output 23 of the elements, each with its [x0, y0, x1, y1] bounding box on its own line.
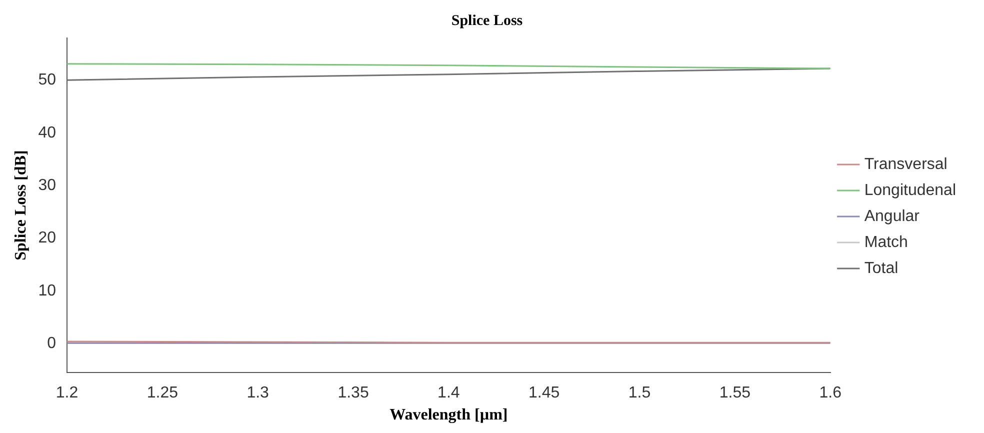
y-tick-label: 30: [38, 176, 56, 194]
chart-title: Splice Loss: [451, 12, 523, 29]
x-tick-label: 1.25: [146, 384, 178, 402]
x-tick-label: 1.3: [246, 384, 270, 402]
y-tick-label: 0: [47, 335, 56, 352]
x-tick-label: 1.6: [819, 384, 842, 402]
legend-label: Total: [864, 260, 898, 277]
legend-label: Transversal: [864, 156, 948, 173]
x-axis-title: Wavelength [µm]: [390, 406, 508, 424]
x-tick-label: 1.55: [719, 384, 751, 402]
y-tick-label: 10: [38, 282, 56, 300]
y-axis-title: Splice Loss [dB]: [12, 150, 30, 260]
y-tick-label: 50: [38, 72, 56, 89]
y-tick-label: 40: [38, 124, 56, 142]
x-tick-label: 1.4: [438, 384, 460, 402]
legend-label: Angular: [864, 208, 920, 225]
legend-label: Match: [864, 234, 908, 251]
legend-label: Longitudenal: [864, 182, 956, 199]
x-tick-label: 1.5: [628, 384, 651, 402]
x-tick-label: 1.35: [338, 384, 369, 402]
x-tick-label: 1.2: [56, 384, 78, 402]
x-tick-label: 1.45: [528, 384, 560, 402]
y-tick-label: 20: [38, 230, 56, 247]
